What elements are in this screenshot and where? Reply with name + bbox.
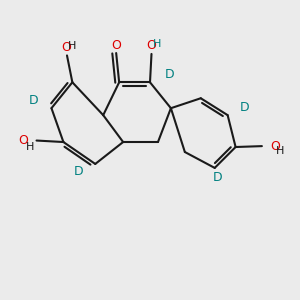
Text: H: H <box>276 146 285 156</box>
Text: O: O <box>61 41 71 54</box>
Text: O: O <box>147 39 156 52</box>
Text: D: D <box>240 101 250 114</box>
Text: O: O <box>19 134 28 147</box>
Text: H: H <box>26 142 35 152</box>
Text: H: H <box>153 39 162 49</box>
Text: D: D <box>74 165 83 178</box>
Text: D: D <box>164 68 174 81</box>
Text: O: O <box>111 39 121 52</box>
Text: D: D <box>28 94 38 107</box>
Text: D: D <box>213 171 223 184</box>
Text: O: O <box>270 140 280 153</box>
Text: H: H <box>68 40 76 51</box>
